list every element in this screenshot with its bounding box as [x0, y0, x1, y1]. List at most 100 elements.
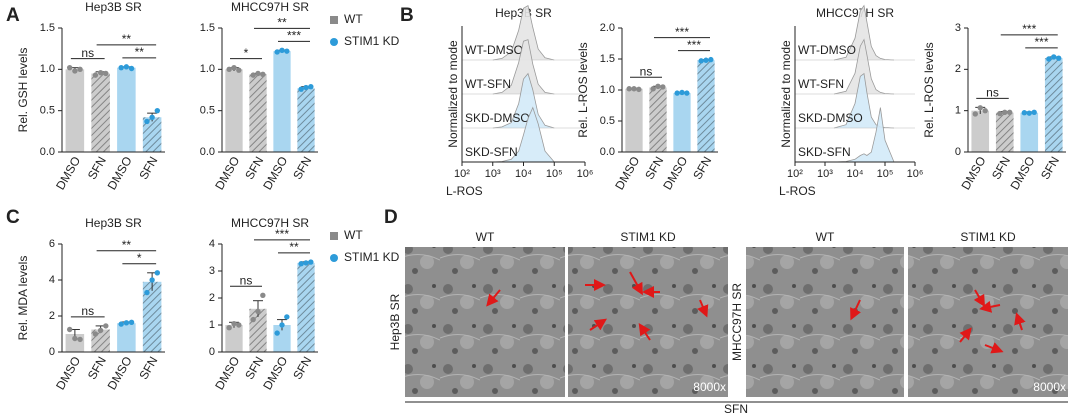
x-tick-label: DMSO [105, 154, 135, 192]
density-area [492, 5, 555, 61]
significance-label: ns [240, 273, 253, 287]
x-tick-label: 10⁵ [546, 168, 563, 180]
column-label: WT [816, 230, 835, 244]
x-tick-label: SFN [642, 154, 666, 182]
y-tick-label: 2 [209, 292, 215, 304]
data-point [77, 336, 83, 343]
x-tick-label: DMSO [105, 354, 135, 392]
data-point [260, 71, 266, 77]
annotation-arrow [486, 289, 501, 307]
density-line [492, 106, 555, 163]
data-point [626, 86, 632, 92]
data-point [103, 70, 109, 77]
y-tick-label: 1.0 [600, 84, 615, 96]
data-point [274, 330, 280, 336]
chart-title: MHCC97H SR [816, 6, 894, 20]
data-point [118, 321, 124, 327]
panel-letter: A [6, 5, 20, 26]
micrograph [405, 247, 565, 397]
y-tick-label: 0.0 [200, 146, 215, 158]
significance-label: ns [986, 86, 999, 100]
y-tick-label: 0.0 [40, 146, 55, 158]
data-point [118, 64, 124, 71]
x-tick-label: SFN [136, 354, 160, 382]
scale-label: 8000x [1033, 380, 1066, 394]
data-point [123, 64, 130, 70]
x-tick-label: DMSO [260, 154, 290, 192]
annotation-arrow [850, 299, 861, 321]
data-point [298, 86, 304, 92]
significance-label: *** [1034, 35, 1048, 49]
bar [142, 281, 162, 352]
y-tick-label: 1.5 [40, 22, 55, 34]
data-point [144, 289, 150, 296]
density-area [834, 107, 895, 162]
legend-label: SKD-DMSO [465, 111, 530, 125]
x-tick-label: 10³ [485, 168, 501, 180]
x-tick-label: 10² [454, 168, 470, 180]
x-tick-label: 10⁴ [515, 168, 532, 180]
data-point [997, 110, 1003, 117]
bar [297, 262, 315, 352]
annotation-arrow [1014, 312, 1026, 331]
bar [697, 60, 715, 152]
data-point [72, 335, 78, 342]
significance-label: ns [640, 64, 653, 78]
annotation-arrow [589, 318, 607, 331]
y-tick-label: 6 [49, 238, 55, 250]
density-area [834, 5, 895, 61]
bar [91, 73, 110, 152]
y-tick-label: 0.5 [200, 105, 215, 117]
y-axis-label: Normalized to mode [446, 40, 460, 148]
x-tick-label: SFN [989, 154, 1013, 182]
treatment-label: SFN [724, 402, 748, 416]
y-tick-label: 4 [49, 274, 55, 286]
density-area [492, 73, 555, 128]
data-point [298, 261, 304, 267]
density-line [833, 107, 895, 163]
micrograph [568, 247, 728, 397]
column-label: WT [476, 230, 495, 244]
y-tick-label: 0 [49, 346, 55, 358]
data-point [274, 49, 280, 55]
y-tick-label: 1.0 [40, 63, 55, 75]
y-tick-label: 0 [955, 146, 961, 158]
x-tick-label: DMSO [260, 354, 290, 392]
significance-label: * [244, 46, 249, 60]
legend-label: WT-DMSO [465, 43, 523, 57]
x-tick-label: DMSO [612, 154, 642, 192]
legend-label: WT-SFN [465, 77, 511, 91]
legend-marker [330, 16, 338, 24]
data-point [66, 64, 73, 71]
data-point [103, 323, 109, 329]
y-axis-label: Rel. L-ROS levels [922, 42, 936, 137]
data-point [650, 86, 656, 92]
y-tick-label: 1.5 [200, 22, 215, 34]
bar [297, 88, 315, 152]
density-line [833, 4, 895, 61]
y-tick-label: 3 [955, 22, 961, 34]
chart-title: MHCC97H SR [231, 216, 309, 230]
y-tick-label: 2.0 [600, 22, 615, 34]
panel-letter: D [384, 207, 398, 228]
x-tick-label: SFN [290, 154, 314, 182]
data-point [226, 66, 232, 73]
x-tick-label: SFN [1038, 154, 1062, 182]
chart-title: Hep3B SR [85, 0, 142, 14]
column-label: STIM1 KD [960, 230, 1016, 244]
density-line [492, 72, 555, 129]
bar [117, 323, 136, 352]
data-point [308, 259, 314, 265]
data-point [226, 325, 232, 331]
bar [225, 325, 243, 352]
legend-label: STIM1 KD [344, 250, 400, 264]
x-tick-label: DMSO [958, 154, 988, 192]
data-point [236, 67, 242, 73]
data-point [703, 57, 709, 63]
annotation-arrow [959, 327, 972, 343]
significance-label: ** [289, 240, 299, 254]
data-point [1021, 110, 1028, 116]
data-point [982, 107, 988, 114]
x-tick-label: 10³ [817, 168, 833, 180]
